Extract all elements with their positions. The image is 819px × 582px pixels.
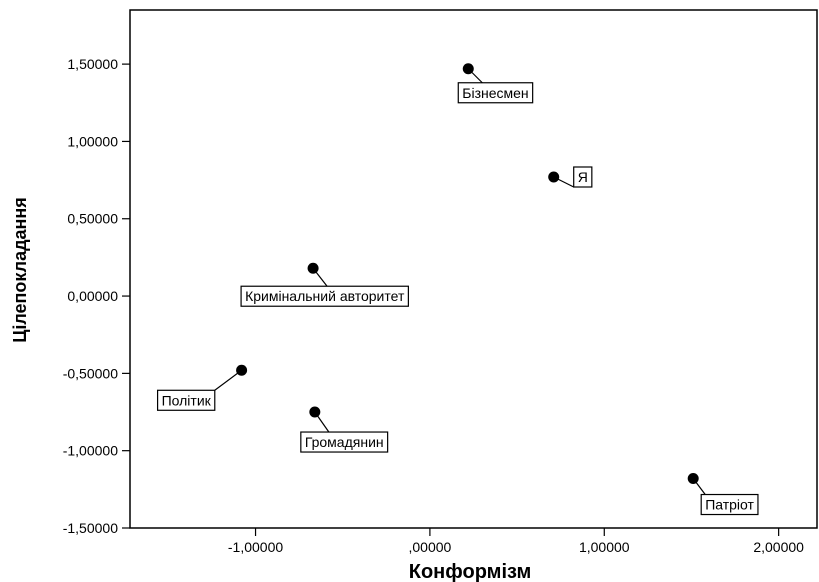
x-tick-label: ,00000 (408, 539, 451, 555)
point-label: Патріот (705, 497, 754, 513)
data-point (236, 364, 248, 376)
data-points: Бізнесмен Я Кримінальний авторитет Політик Г… (156, 63, 759, 516)
point-label: Громадянин (305, 434, 384, 450)
data-point-group: Патріот (687, 473, 759, 516)
data-point (462, 63, 474, 75)
data-point (307, 262, 319, 274)
data-point (548, 171, 560, 183)
point-label-box (300, 431, 389, 453)
y-tick-label: 0,00000 (67, 288, 118, 304)
data-point (687, 473, 699, 485)
point-label-box (156, 389, 216, 411)
y-tick-label: 1,50000 (67, 56, 118, 72)
y-tick-label: -1,00000 (63, 443, 118, 459)
x-tick-label: 2,00000 (753, 539, 804, 555)
y-axis-title: Цілепокладання (10, 197, 30, 343)
point-label: Бізнесмен (462, 85, 528, 101)
y-tick-label: 0,50000 (67, 211, 118, 227)
y-tick-label: 1,00000 (67, 133, 118, 149)
point-label-box (240, 285, 409, 307)
leader-line (214, 369, 242, 391)
plot-frame (129, 9, 818, 529)
data-point-group: Бізнесмен (457, 63, 534, 104)
point-label: Кримінальний авторитет (245, 288, 405, 304)
data-point-group: Громадянин (300, 406, 389, 453)
y-tick-label: -1,50000 (63, 520, 118, 536)
point-label: Політик (162, 392, 212, 408)
data-point-group: Я (548, 166, 593, 188)
y-axis: -1,50000 -1,00000 -0,50000 0,00000 0,50000 1,… (63, 56, 130, 536)
y-tick-label: -0,50000 (63, 365, 118, 381)
x-axis: -1,00000 ,00000 1,00000 2,00000 (228, 528, 804, 555)
point-label-box (700, 493, 759, 516)
x-tick-label: -1,00000 (228, 539, 283, 555)
x-tick-label: 1,00000 (579, 539, 630, 555)
point-label: Я (578, 169, 588, 185)
point-label-box (573, 166, 593, 188)
x-axis-title: Конформізм (409, 561, 532, 582)
data-point (309, 406, 321, 418)
data-point-group: Кримінальний авторитет (240, 262, 409, 307)
point-label-box (457, 82, 534, 104)
data-point-group: Політик (156, 364, 248, 411)
